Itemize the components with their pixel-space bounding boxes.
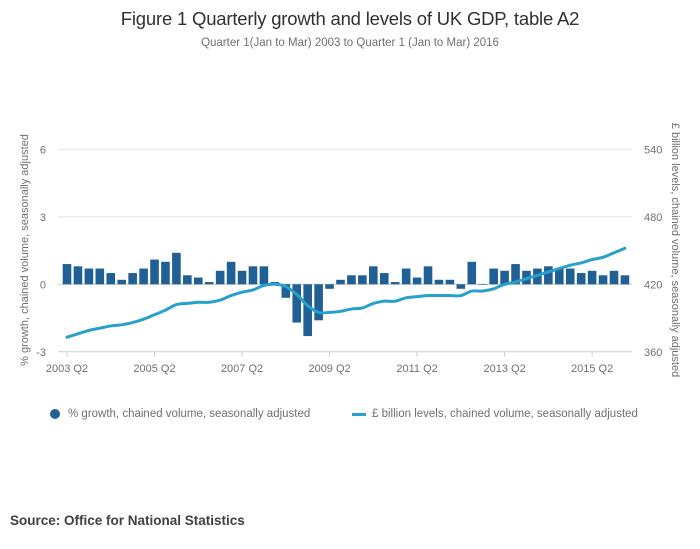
x-axis-ticks: 2003 Q2 2005 Q2 2007 Q2 2009 Q2 2011 Q2 2013 … (46, 351, 613, 375)
bar-series (62, 252, 630, 337)
bar (489, 268, 498, 285)
bar (620, 275, 630, 285)
legend-item-levels[interactable]: £ billion levels, chained volume, season… (352, 408, 638, 420)
bar (183, 275, 192, 285)
bar (292, 284, 302, 323)
line-series (65, 246, 627, 339)
left-axis-title: % growth, chained volume, seasonally adj… (19, 134, 31, 366)
right-axis-title: £ billion levels, chained volume, season… (669, 123, 681, 377)
x-tick-label: 2013 Q2 (483, 363, 525, 375)
bar (172, 252, 181, 285)
bar (576, 273, 586, 285)
bar (423, 266, 433, 285)
bar (412, 277, 422, 285)
left-axis-ticks: -3 0 3 6 (36, 144, 46, 358)
bar (248, 266, 258, 285)
bar (445, 279, 455, 285)
bar (555, 268, 564, 285)
legend-item-growth[interactable]: % growth, chained volume, seasonally adj… (50, 408, 310, 420)
left-tick-label: 0 (40, 279, 46, 291)
legend-bar-marker-icon (50, 409, 60, 419)
gridlines (58, 148, 632, 353)
bar (456, 284, 466, 289)
bar (500, 270, 509, 285)
bar (62, 264, 72, 285)
bar (478, 284, 488, 285)
bar (369, 266, 378, 285)
bar (598, 275, 608, 285)
bar (139, 268, 148, 285)
bar (390, 282, 400, 285)
x-tick-label: 2015 Q2 (571, 363, 613, 375)
bar (434, 279, 444, 285)
bar (587, 270, 597, 285)
bar (117, 279, 126, 285)
bar (150, 259, 159, 285)
bar (95, 268, 105, 285)
chart-title: Figure 1 Quarterly growth and levels of … (120, 8, 580, 29)
bar (565, 268, 575, 285)
bar (193, 277, 203, 285)
right-tick-label: 360 (644, 347, 662, 359)
bar (215, 270, 225, 285)
bar (401, 268, 411, 285)
right-tick-label: 540 (644, 144, 662, 156)
bar (325, 284, 334, 289)
bar (544, 266, 553, 285)
bar (303, 284, 312, 337)
bar (204, 282, 214, 285)
bar (467, 261, 477, 285)
bar (609, 270, 619, 285)
left-tick-label: 3 (40, 212, 46, 224)
bar (128, 273, 137, 285)
x-tick-label: 2011 Q2 (396, 363, 437, 375)
x-tick-label: 2009 Q2 (308, 363, 350, 375)
right-tick-label: 420 (644, 279, 662, 291)
bar (161, 261, 170, 285)
chart-subtitle: Quarter 1(Jan to Mar) 2003 to Quarter 1 … (201, 37, 499, 49)
bar (379, 273, 389, 285)
left-tick-label: 6 (40, 144, 46, 156)
bar (226, 261, 236, 285)
x-tick-label: 2005 Q2 (133, 363, 175, 375)
bar (237, 270, 247, 285)
x-tick-label: 2007 Q2 (221, 363, 263, 375)
bar (84, 268, 94, 285)
bar (358, 275, 367, 285)
right-axis-ticks: 360 420 480 540 (644, 144, 662, 358)
legend-label-levels: £ billion levels, chained volume, season… (372, 408, 638, 420)
gdp-level-line (65, 246, 627, 339)
bar (281, 284, 291, 298)
bar (347, 275, 356, 285)
left-tick-label: -3 (36, 347, 46, 359)
bar (106, 273, 116, 285)
legend-line-marker-icon (352, 412, 366, 416)
bar (314, 284, 323, 321)
right-tick-label: 480 (644, 212, 662, 224)
bar (511, 264, 520, 285)
bar (336, 279, 345, 285)
source-note: Source: Office for National Statistics (10, 513, 245, 528)
x-tick-label: 2003 Q2 (46, 363, 88, 375)
bar (259, 266, 269, 285)
legend-label-growth: % growth, chained volume, seasonally adj… (68, 408, 311, 420)
bar (73, 266, 83, 285)
